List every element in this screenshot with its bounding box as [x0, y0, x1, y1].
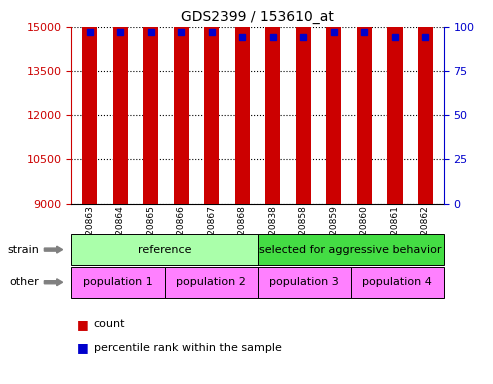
Text: reference: reference: [138, 245, 191, 255]
Bar: [418, 0, 433, 204]
Bar: [296, 0, 311, 204]
Text: strain: strain: [7, 245, 39, 255]
Text: population 2: population 2: [176, 277, 246, 287]
Title: GDS2399 / 153610_at: GDS2399 / 153610_at: [181, 10, 334, 25]
Bar: [113, 0, 128, 204]
Text: percentile rank within the sample: percentile rank within the sample: [94, 343, 282, 353]
Bar: [82, 0, 98, 204]
Text: population 4: population 4: [362, 277, 432, 287]
Bar: [257, 234, 444, 265]
Bar: [174, 0, 189, 204]
Bar: [351, 267, 444, 298]
Text: population 1: population 1: [83, 277, 153, 287]
Bar: [235, 0, 250, 204]
Text: selected for aggressive behavior: selected for aggressive behavior: [259, 245, 442, 255]
Bar: [71, 234, 257, 265]
Bar: [326, 0, 342, 204]
Bar: [204, 0, 219, 204]
Text: ■: ■: [76, 318, 88, 331]
Text: count: count: [94, 319, 125, 329]
Bar: [165, 267, 257, 298]
Bar: [387, 0, 402, 204]
Text: other: other: [10, 277, 39, 287]
Bar: [265, 0, 281, 204]
Text: population 3: population 3: [269, 277, 339, 287]
Bar: [357, 0, 372, 204]
Bar: [257, 267, 351, 298]
Bar: [71, 267, 165, 298]
Bar: [143, 0, 158, 204]
Text: ■: ■: [76, 341, 88, 354]
